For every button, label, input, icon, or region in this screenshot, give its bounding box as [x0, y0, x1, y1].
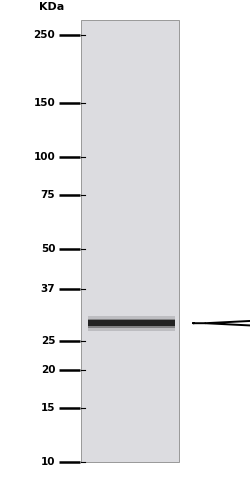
Bar: [88, 320, 175, 326]
Bar: [81, 20, 179, 462]
Text: 50: 50: [41, 244, 55, 253]
Text: KDa: KDa: [38, 2, 64, 12]
Text: 20: 20: [41, 365, 55, 375]
Text: 250: 250: [34, 30, 55, 40]
Text: 10: 10: [41, 457, 55, 467]
Text: 25: 25: [41, 336, 55, 346]
Text: 37: 37: [41, 284, 55, 294]
Text: 100: 100: [34, 152, 55, 162]
Bar: [88, 316, 175, 331]
Bar: [88, 319, 175, 328]
Text: 75: 75: [41, 190, 55, 200]
Text: 15: 15: [41, 403, 55, 413]
Text: 150: 150: [34, 98, 55, 108]
